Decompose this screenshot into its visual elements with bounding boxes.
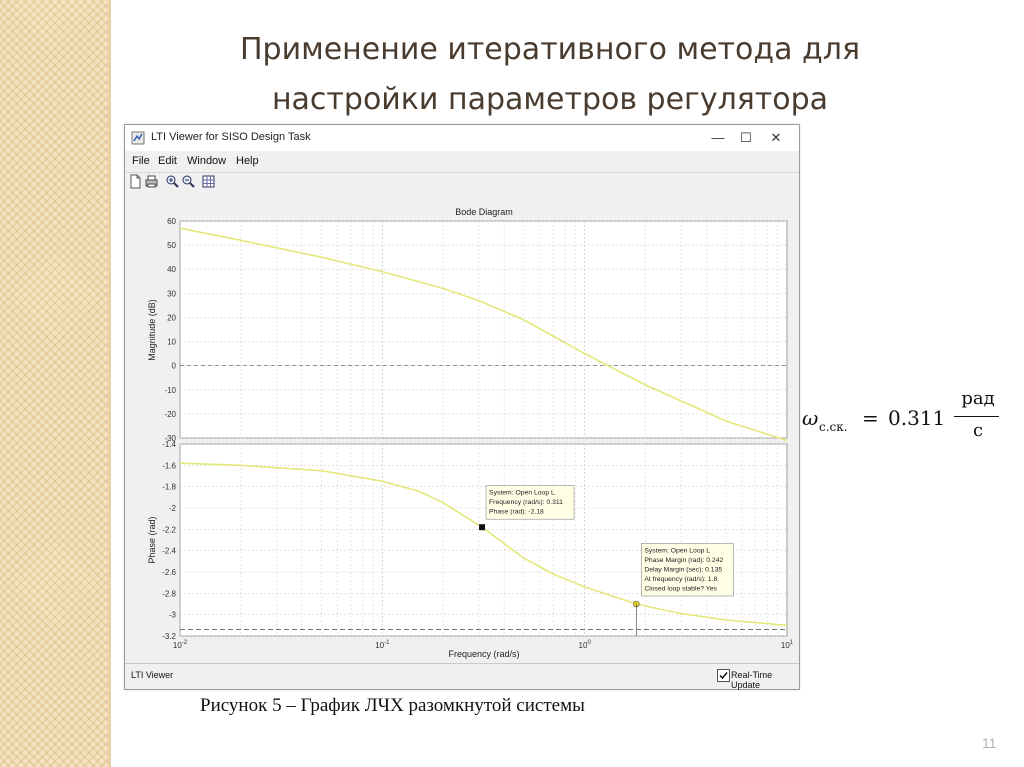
- slide-title: Применение итеративного метода для настр…: [140, 25, 960, 125]
- datatip-box: [641, 543, 734, 597]
- phase-tick-label: -2.8: [162, 589, 176, 598]
- status-text: LTI Viewer: [131, 670, 174, 680]
- x-tick-base: 10: [579, 641, 588, 650]
- phase-tick-label: -3: [169, 611, 177, 620]
- formula-equals: =: [862, 406, 879, 430]
- formula-value: 0.311: [888, 406, 946, 430]
- datatip-text: Phase Margin (rad): 0.242: [644, 557, 723, 564]
- magnitude-tick-label: 0: [172, 362, 177, 371]
- x-tick-label: 100: [579, 640, 592, 650]
- phase-panel: -1.4 -1.6 -1.8 -2 -2.2 -2.4 -2.6 -2.8 -3 -3.2 Pha…: [147, 440, 788, 641]
- magnitude-tick-label: 50: [167, 241, 176, 250]
- formula-fraction-bar: [954, 416, 999, 417]
- zoom-out-icon[interactable]: [181, 174, 196, 189]
- phase-tick-label: -1.4: [162, 440, 176, 449]
- phase-y-ticks: -1.4 -1.6 -1.8 -2 -2.2 -2.4 -2.6 -2.8 -3 -3.2: [162, 440, 176, 641]
- lti-viewer-window: LTI Viewer for SISO Design Task — ☐ ✕ Fi…: [124, 124, 800, 690]
- phase-tick-label: -2: [169, 504, 177, 513]
- slide-title-line-2: настройки параметров регулятора: [271, 82, 829, 117]
- phase-tick-label: -2.2: [162, 525, 176, 534]
- phase-curve: [179, 462, 788, 627]
- page-number: 11: [982, 735, 997, 751]
- data-tips[interactable]: System: Open Loop L Frequency (rad/s): 0.…: [479, 485, 734, 636]
- magnitude-grid: [179, 220, 787, 439]
- status-bar: LTI Viewer Real-Time Update: [125, 663, 799, 690]
- phase-tick-label: -2.4: [162, 547, 176, 556]
- magnitude-tick-label: -30: [164, 434, 176, 443]
- toolbar: [125, 172, 799, 192]
- magnitude-tick-label: 40: [167, 265, 176, 274]
- realtime-update-label: Real-Time Update: [731, 670, 773, 690]
- x-tick-exponent: 0: [587, 640, 591, 646]
- datatip-text: Closed loop stable? Yes: [644, 586, 717, 593]
- formula-unit-numerator: рад: [961, 388, 995, 409]
- close-button[interactable]: ✕: [770, 130, 782, 145]
- matlab-app-icon: [131, 131, 145, 145]
- side-strip-edge: [108, 0, 111, 767]
- window-title: LTI Viewer for SISO Design Task: [151, 131, 311, 143]
- magnitude-tick-label: -10: [164, 386, 176, 395]
- phase-tick-label: -1.8: [162, 483, 176, 492]
- magnitude-curve: [179, 227, 788, 442]
- phase-tick-label: -2.6: [162, 568, 176, 577]
- x-tick-label: 10-1: [375, 640, 390, 650]
- menu-edit[interactable]: Edit: [158, 155, 177, 167]
- zoom-in-icon[interactable]: [165, 174, 180, 189]
- datatip-box: [485, 485, 575, 520]
- menu-bar: File Edit Window Help: [125, 153, 799, 171]
- phase-tick-label: -1.6: [162, 461, 176, 470]
- slide-title-line-1: Применение итеративного метода для: [239, 32, 861, 67]
- maximize-button[interactable]: ☐: [740, 130, 752, 145]
- datatip-text: System: Open Loop L: [644, 548, 710, 555]
- magnitude-tick-label: 10: [167, 338, 176, 347]
- magnitude-tick-label: 30: [167, 289, 176, 298]
- magnitude-tick-label: 60: [167, 217, 176, 226]
- window-titlebar[interactable]: LTI Viewer for SISO Design Task — ☐ ✕: [125, 125, 799, 151]
- phase-y-label: Phase (rad): [147, 516, 157, 563]
- x-tick-base: 10: [781, 641, 790, 650]
- magnitude-y-label: Magnitude (dB): [147, 299, 157, 361]
- phase-tick-label: -3.2: [162, 632, 176, 641]
- realtime-update-checkbox[interactable]: [717, 669, 730, 682]
- x-tick-exponent: -1: [384, 640, 390, 646]
- x-tick-exponent: 1: [790, 640, 794, 646]
- datatip-text: Phase (rad): -2.18: [489, 509, 544, 516]
- x-tick-label: 10-2: [173, 640, 188, 650]
- phase-grid: [179, 443, 787, 637]
- crossover-frequency-formula: ω с.ск. = 0.311 рад с: [802, 384, 1002, 454]
- formula-symbol: ω: [802, 406, 819, 430]
- plot-area: Bode Diagram 60 50 40 30 20 10 0 -10 -20 -30 Magn…: [125, 191, 799, 661]
- magnitude-tick-label: -20: [164, 410, 176, 419]
- minimize-button[interactable]: —: [711, 130, 725, 145]
- grid-icon[interactable]: [201, 174, 216, 189]
- print-icon[interactable]: [144, 174, 159, 189]
- x-tick-label: 101: [781, 640, 794, 650]
- magnitude-panel: 60 50 40 30 20 10 0 -10 -20 -30 Magnitude (dB): [147, 217, 788, 443]
- datatip-text: System: Open Loop L: [489, 490, 555, 497]
- x-tick-base: 10: [173, 641, 182, 650]
- menu-help[interactable]: Help: [236, 155, 259, 167]
- datatip-text: At frequency (rad/s): 1.8: [644, 576, 717, 583]
- decorative-side-strip: [0, 0, 110, 767]
- x-axis-label: Frequency (rad/s): [448, 649, 519, 659]
- x-tick-base: 10: [375, 641, 384, 650]
- formula-subscript: с.ск.: [819, 420, 848, 434]
- x-tick-exponent: -2: [182, 640, 188, 646]
- chart-title: Bode Diagram: [455, 207, 513, 217]
- datatip-marker-square: [479, 524, 486, 531]
- datatip-text: Frequency (rad/s): 0.311: [489, 499, 563, 506]
- figure-caption: Рисунок 5 – График ЛЧХ разомкнутой систе…: [200, 695, 585, 716]
- menu-window[interactable]: Window: [187, 155, 227, 167]
- magnitude-y-ticks: 60 50 40 30 20 10 0 -10 -20 -30: [164, 217, 176, 443]
- new-icon[interactable]: [128, 174, 143, 189]
- formula-unit-denominator: с: [972, 420, 984, 441]
- datatip-text: Delay Margin (sec): 0.135: [644, 567, 722, 574]
- magnitude-tick-label: 20: [167, 313, 176, 322]
- menu-file[interactable]: File: [132, 155, 150, 167]
- x-axis-ticks: 10-2 10-1 100 101: [173, 640, 794, 650]
